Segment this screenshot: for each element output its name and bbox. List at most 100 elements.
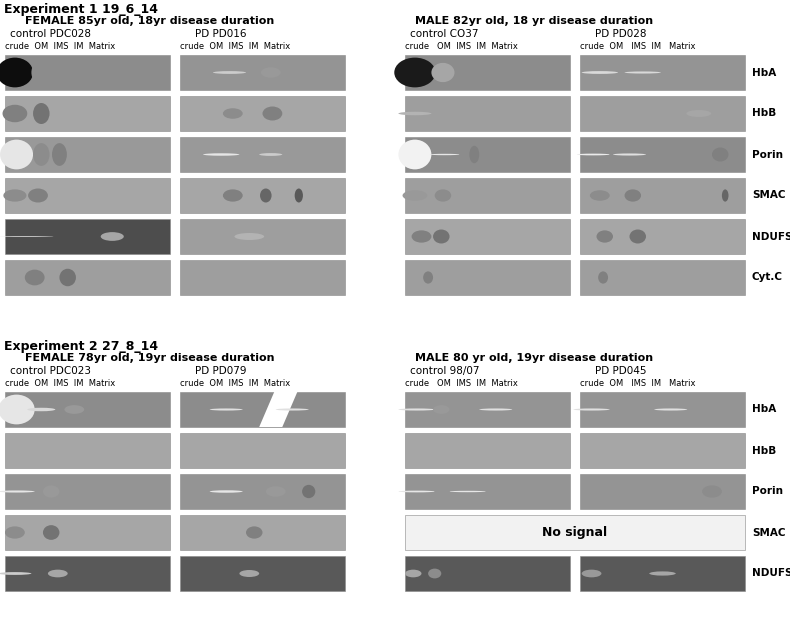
Ellipse shape: [423, 271, 433, 283]
Ellipse shape: [259, 153, 282, 156]
Text: HbA: HbA: [752, 68, 777, 78]
Text: PD PD079: PD PD079: [195, 366, 246, 376]
Ellipse shape: [239, 570, 259, 577]
Ellipse shape: [398, 491, 435, 492]
Bar: [180, 219, 345, 254]
Text: PD PD028: PD PD028: [595, 29, 646, 39]
Text: crude  OM   IMS  IM   Matrix: crude OM IMS IM Matrix: [580, 379, 695, 388]
Ellipse shape: [262, 107, 282, 121]
Ellipse shape: [412, 230, 431, 243]
Text: crude  OM  IMS  IM  Matrix: crude OM IMS IM Matrix: [5, 42, 115, 51]
Ellipse shape: [398, 408, 435, 411]
Text: Experiment 1 19_6_14: Experiment 1 19_6_14: [4, 3, 158, 16]
Bar: [5, 137, 170, 172]
Ellipse shape: [65, 405, 85, 414]
Bar: [405, 433, 570, 468]
Text: PD PD045: PD PD045: [595, 366, 646, 376]
Text: Porin: Porin: [752, 150, 783, 160]
Bar: [180, 392, 345, 427]
Text: crude  OM   IMS  IM   Matrix: crude OM IMS IM Matrix: [580, 42, 695, 51]
Ellipse shape: [0, 490, 35, 493]
Bar: [5, 515, 170, 550]
Bar: [405, 96, 570, 131]
Text: SMAC: SMAC: [752, 528, 785, 538]
Ellipse shape: [291, 151, 310, 158]
Bar: [405, 260, 570, 295]
Bar: [405, 556, 570, 591]
Ellipse shape: [0, 139, 33, 169]
Ellipse shape: [302, 485, 315, 498]
Ellipse shape: [213, 71, 246, 74]
Ellipse shape: [209, 408, 243, 411]
Ellipse shape: [48, 570, 68, 577]
Bar: [405, 219, 570, 254]
Ellipse shape: [577, 153, 610, 155]
Text: crude  OM  IMS  IM  Matrix: crude OM IMS IM Matrix: [180, 379, 290, 388]
Ellipse shape: [209, 490, 243, 493]
Bar: [5, 219, 170, 254]
Ellipse shape: [613, 153, 646, 156]
Bar: [405, 178, 570, 213]
Text: control PDC028: control PDC028: [10, 29, 91, 39]
Text: FEMALE 85yr old, 18yr disease duration: FEMALE 85yr old, 18yr disease duration: [25, 16, 274, 26]
Ellipse shape: [0, 572, 32, 575]
Ellipse shape: [33, 143, 50, 166]
Bar: [5, 260, 170, 295]
Ellipse shape: [0, 57, 33, 87]
Bar: [5, 556, 170, 591]
Ellipse shape: [590, 191, 610, 201]
Bar: [180, 178, 345, 213]
Ellipse shape: [43, 485, 59, 498]
Bar: [405, 137, 570, 172]
Bar: [580, 433, 745, 468]
Text: Experiment 2 27_8_14: Experiment 2 27_8_14: [4, 340, 158, 353]
Bar: [405, 55, 570, 90]
Ellipse shape: [5, 526, 24, 539]
Text: HbB: HbB: [752, 109, 777, 119]
Text: NDUFS3: NDUFS3: [752, 232, 790, 242]
Bar: [180, 433, 345, 468]
Text: crude  OM  IMS  IM  Matrix: crude OM IMS IM Matrix: [5, 379, 115, 388]
Ellipse shape: [581, 570, 601, 577]
Ellipse shape: [398, 139, 431, 169]
Ellipse shape: [24, 269, 44, 285]
Ellipse shape: [596, 230, 613, 243]
Ellipse shape: [28, 408, 55, 411]
Text: crude   OM  IMS  IM  Matrix: crude OM IMS IM Matrix: [405, 42, 518, 51]
Ellipse shape: [574, 408, 610, 411]
Ellipse shape: [625, 71, 661, 74]
Ellipse shape: [265, 487, 286, 497]
Bar: [5, 55, 170, 90]
Ellipse shape: [581, 71, 618, 74]
Ellipse shape: [0, 236, 54, 237]
Text: MALE 80 yr old, 19yr disease duration: MALE 80 yr old, 19yr disease duration: [415, 353, 653, 363]
Ellipse shape: [100, 232, 124, 241]
Ellipse shape: [431, 63, 454, 82]
Bar: [180, 515, 345, 550]
Ellipse shape: [43, 525, 59, 540]
Bar: [580, 55, 745, 90]
Bar: [180, 260, 345, 295]
Ellipse shape: [430, 154, 460, 155]
Ellipse shape: [260, 189, 272, 203]
Text: FEMALE 78yr old, 19yr disease duration: FEMALE 78yr old, 19yr disease duration: [25, 353, 274, 363]
Text: MALE 82yr old, 18 yr disease duration: MALE 82yr old, 18 yr disease duration: [415, 16, 653, 26]
Bar: [180, 474, 345, 509]
Ellipse shape: [469, 146, 480, 163]
Text: SMAC: SMAC: [752, 191, 785, 201]
Text: Cyt.C: Cyt.C: [752, 273, 783, 283]
Bar: [5, 392, 170, 427]
Bar: [180, 55, 345, 90]
Ellipse shape: [405, 570, 422, 577]
Ellipse shape: [649, 572, 675, 575]
Bar: [180, 96, 345, 131]
Bar: [180, 137, 345, 172]
Ellipse shape: [598, 271, 608, 283]
Bar: [580, 260, 745, 295]
Ellipse shape: [223, 109, 243, 119]
Ellipse shape: [59, 269, 76, 286]
Bar: [405, 392, 570, 427]
Text: HbA: HbA: [752, 404, 777, 415]
Ellipse shape: [630, 230, 646, 244]
Ellipse shape: [433, 405, 450, 414]
